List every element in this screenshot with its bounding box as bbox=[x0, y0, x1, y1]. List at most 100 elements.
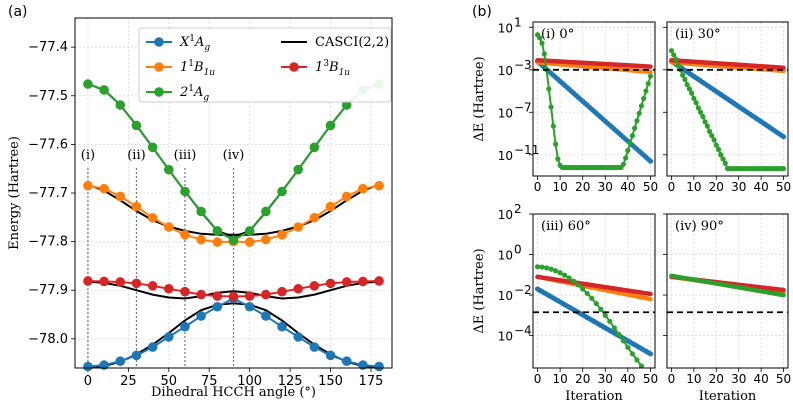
data-point-B1u bbox=[99, 183, 109, 194]
data-point-B1u bbox=[374, 180, 384, 191]
annotation-label: (ii) bbox=[127, 148, 145, 163]
x-tick-label: 20 bbox=[709, 180, 724, 194]
subplot-title: (ii) 30° bbox=[675, 27, 721, 42]
legend-label: 13B1u bbox=[315, 59, 350, 78]
data-point-B3u bbox=[131, 278, 142, 289]
data-point-A2 bbox=[293, 164, 303, 175]
data-point-A2 bbox=[632, 125, 638, 131]
data-point-B3u bbox=[212, 291, 223, 301]
x-tick-label: 40 bbox=[753, 372, 768, 386]
data-point-A2 bbox=[638, 363, 645, 368]
x-tick-label: 50 bbox=[776, 372, 791, 386]
data-point-X bbox=[647, 158, 654, 164]
chart-energy-vs-angle: 0 25 50 75 100 125 150 175 −78.0 −77.9 −77.8 −77.7 −… bbox=[7, 17, 393, 400]
plot-frame bbox=[666, 213, 789, 369]
y-tick-label: 10 bbox=[498, 149, 513, 163]
y-tick-exponent: −7 bbox=[514, 100, 532, 114]
data-point-A2 bbox=[196, 206, 206, 217]
data-point-X bbox=[647, 351, 654, 357]
data-point-A2 bbox=[575, 282, 581, 288]
data-point-B3u bbox=[164, 283, 174, 294]
data-point-A2 bbox=[647, 73, 654, 79]
data-point-A2 bbox=[552, 268, 559, 274]
y-tick-label: 10 bbox=[498, 330, 513, 344]
data-point-A2 bbox=[212, 226, 223, 236]
data-point-A2 bbox=[623, 155, 629, 161]
data-point-A2 bbox=[534, 264, 541, 270]
legend-marker bbox=[154, 37, 164, 47]
data-point-B3u bbox=[83, 276, 93, 286]
x-tick-label: 10 bbox=[552, 372, 567, 386]
x-axis-label: Iteration bbox=[699, 389, 757, 404]
y-tick-label: 10 bbox=[498, 21, 513, 35]
data-point-A2 bbox=[711, 137, 717, 143]
data-point-A2 bbox=[180, 186, 190, 197]
y-tick-label: −77.4 bbox=[28, 40, 68, 55]
data-point-A2 bbox=[673, 56, 679, 62]
data-point-A2 bbox=[602, 312, 608, 318]
annotation-label: (i) bbox=[81, 148, 95, 163]
y-tick-exponent: −4 bbox=[514, 324, 532, 338]
data-point-X bbox=[131, 350, 142, 361]
subplot-title: (iii) 60° bbox=[541, 219, 591, 234]
x-tick-label: 0 bbox=[534, 372, 542, 386]
data-point-A2 bbox=[580, 286, 586, 292]
data-point-A2 bbox=[584, 290, 590, 297]
data-point-A2 bbox=[164, 164, 174, 175]
data-point-B1u bbox=[131, 201, 142, 212]
data-point-X bbox=[277, 321, 287, 332]
series-line-B3u bbox=[669, 57, 786, 70]
data-point-B1u bbox=[180, 230, 190, 240]
x-tick-label: 30 bbox=[598, 180, 613, 194]
data-point-A2 bbox=[693, 100, 699, 106]
data-point-A2 bbox=[684, 82, 690, 88]
x-tick-label: 0 bbox=[668, 372, 676, 386]
data-point-A2 bbox=[680, 72, 686, 78]
data-point-A2 bbox=[228, 235, 239, 245]
x-tick-label: 25 bbox=[120, 374, 137, 389]
y-tick-exponent: 2 bbox=[514, 202, 522, 216]
panel-b-label: (b) bbox=[472, 4, 492, 20]
plot-frame bbox=[532, 213, 656, 369]
data-point-A2 bbox=[566, 275, 572, 281]
legend-box bbox=[138, 27, 392, 103]
y-axis-label: ΔE (Hartree) bbox=[472, 56, 487, 141]
data-point-B1u bbox=[147, 212, 158, 223]
data-point-A2 bbox=[689, 90, 695, 96]
data-point-A2 bbox=[780, 165, 787, 172]
data-point-A2 bbox=[244, 226, 255, 236]
data-point-B1u bbox=[358, 183, 368, 194]
annotation-label: (iv) bbox=[223, 148, 245, 163]
data-point-B3u bbox=[261, 289, 271, 300]
data-point-X bbox=[196, 311, 206, 321]
data-point-A2 bbox=[625, 344, 631, 350]
legend-label: X1Ag bbox=[179, 34, 210, 53]
data-point-A2 bbox=[539, 40, 545, 46]
series-line-B3u bbox=[535, 274, 653, 297]
x-tick-label: 40 bbox=[753, 180, 768, 194]
y-tick-label: 10 bbox=[498, 289, 513, 303]
data-point-A2 bbox=[546, 86, 552, 92]
legend-marker bbox=[154, 62, 164, 72]
data-point-A2 bbox=[548, 266, 554, 272]
legend-label: CASCI(2,2) bbox=[315, 35, 389, 50]
data-point-B1u bbox=[277, 230, 287, 240]
data-point-A2 bbox=[700, 113, 706, 120]
data-point-B3u bbox=[374, 276, 384, 286]
data-point-B1u bbox=[293, 222, 303, 232]
y-tick-label: −77.9 bbox=[28, 283, 68, 298]
x-tick-label: 175 bbox=[359, 374, 384, 389]
data-point-X bbox=[261, 311, 271, 321]
x-tick-label: 10 bbox=[686, 180, 701, 194]
data-point-X bbox=[325, 350, 336, 361]
data-point-X bbox=[244, 301, 255, 312]
x-tick-label: 30 bbox=[731, 372, 746, 386]
plot-area bbox=[669, 273, 786, 298]
data-point-A2 bbox=[611, 325, 617, 331]
data-point-A2 bbox=[620, 161, 626, 167]
x-tick-label: 40 bbox=[620, 180, 635, 194]
data-point-A2 bbox=[625, 147, 631, 154]
y-axis-label: ΔE (Hartree) bbox=[472, 248, 487, 333]
data-point-A2 bbox=[83, 79, 93, 89]
